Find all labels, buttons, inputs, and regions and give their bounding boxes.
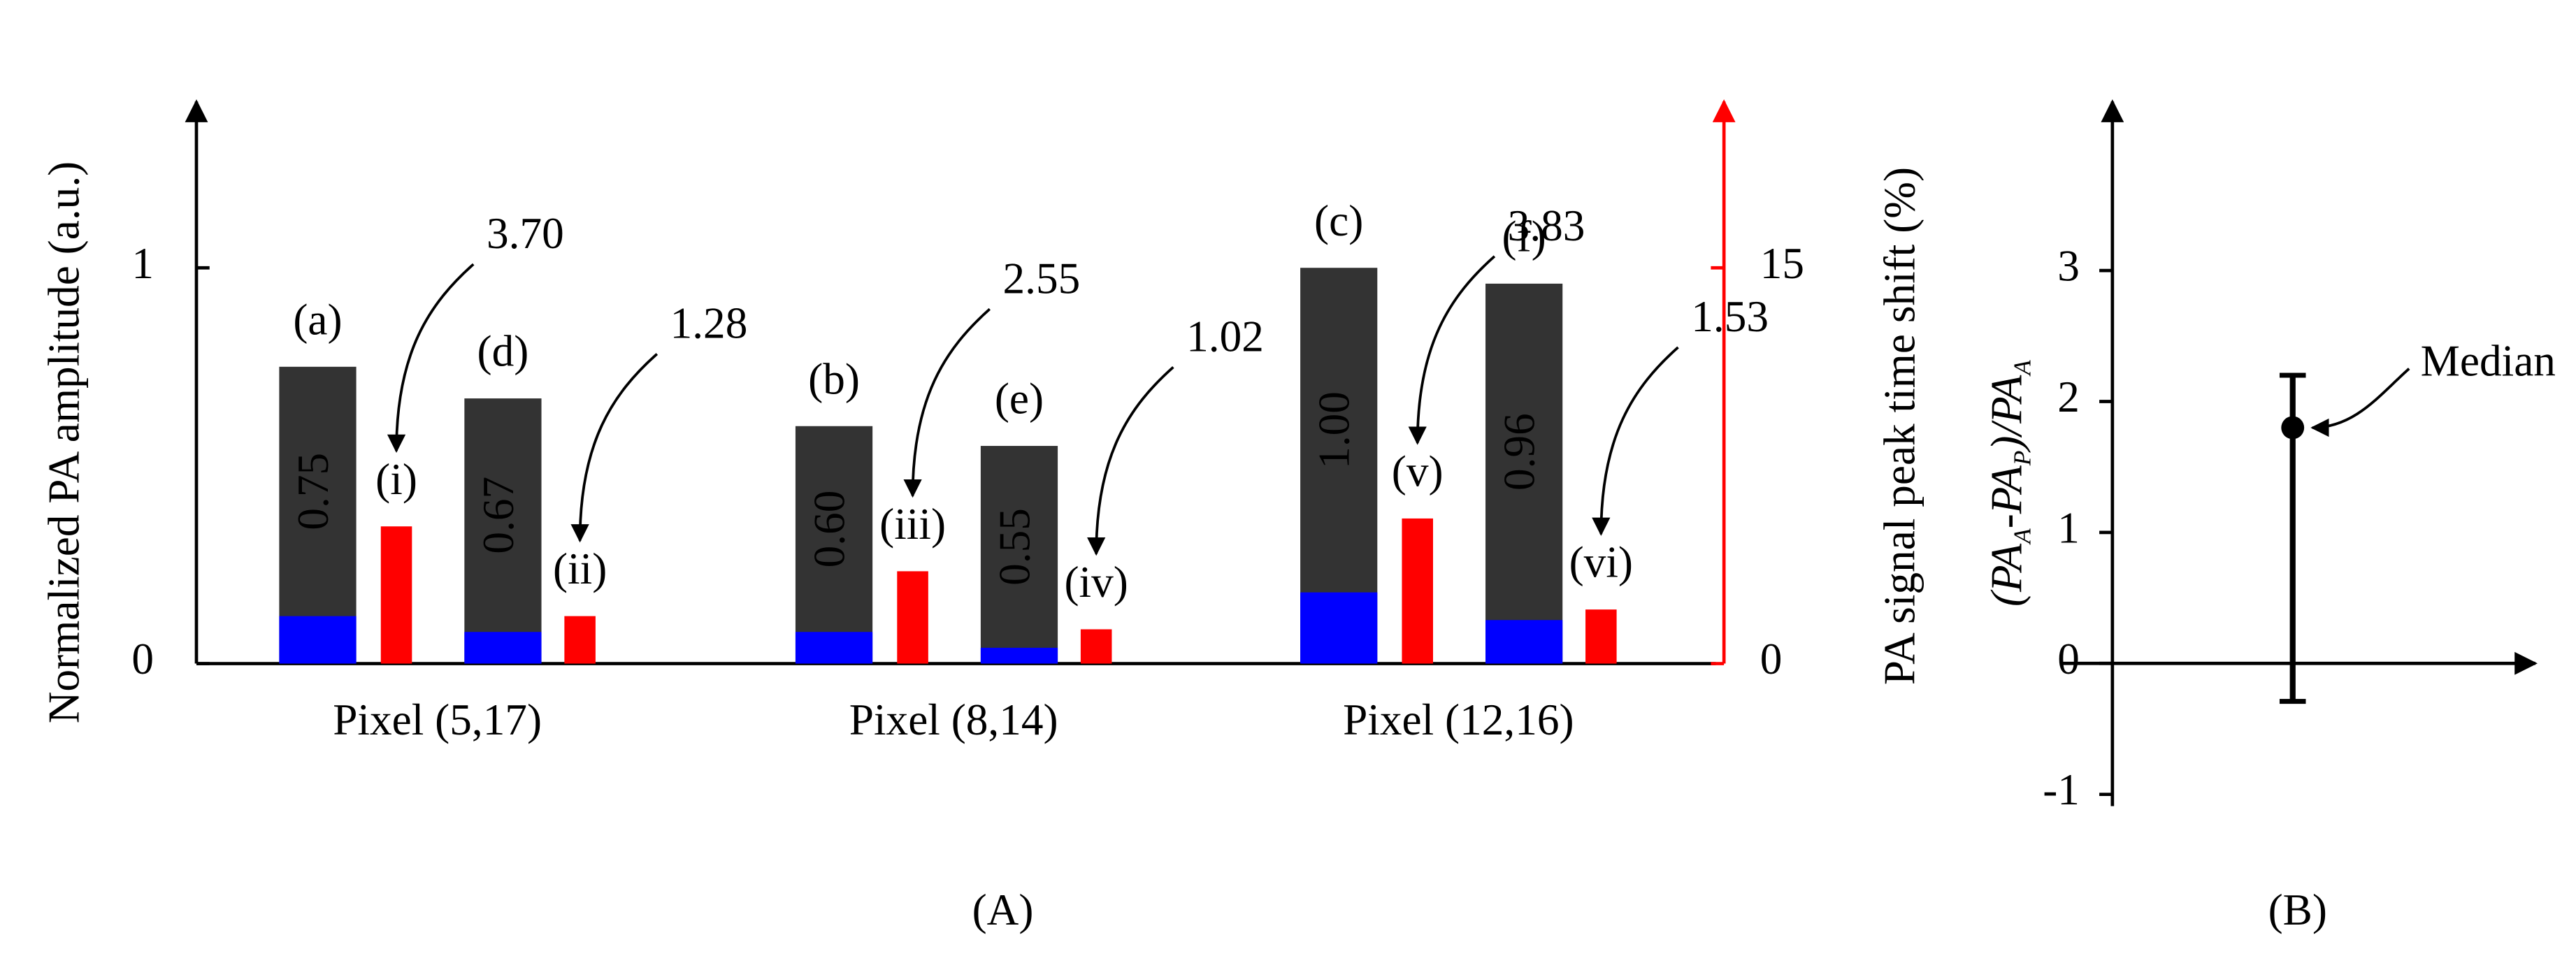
y-tick-label: 3: [2057, 242, 2080, 291]
y2-tick-label: 0: [1760, 635, 1783, 683]
annotation: Median: [2421, 336, 2556, 385]
value-label: 0.67: [474, 477, 523, 554]
median-point: [2281, 416, 2305, 440]
bar: [1300, 592, 1378, 664]
bar-label: (iv): [1064, 558, 1128, 607]
value-label: 0.55: [991, 508, 1039, 586]
y-tick-label: 1: [131, 239, 154, 288]
y-tick-label: 1: [2057, 503, 2080, 552]
bar: [1080, 629, 1112, 664]
y-axis-label: (PAA-PAP)/PAA: [1982, 360, 2036, 607]
value-label: 0.96: [1495, 413, 1544, 491]
annotation: 1.28: [670, 298, 748, 347]
annotation-arrow: [1592, 346, 1679, 536]
bar-label: (vi): [1569, 538, 1633, 587]
y-tick-label: -1: [2043, 765, 2080, 814]
annotation-arrow: [2310, 368, 2410, 437]
y-axis-label-part: )/PA: [1982, 375, 2031, 452]
annotation-arrow: [570, 353, 659, 543]
bar: [1485, 283, 1563, 664]
y-axis-label-part: A: [2008, 528, 2036, 545]
bar-label: (iii): [879, 500, 946, 549]
bar: [1402, 518, 1433, 664]
bar-label: (d): [477, 327, 529, 376]
bar: [980, 647, 1058, 664]
bar: [795, 632, 873, 664]
bar: [564, 616, 596, 664]
annotation: 1.02: [1186, 312, 1264, 361]
bar-label: (i): [375, 455, 417, 504]
bar: [464, 632, 542, 664]
annotation-arrow: [387, 263, 475, 454]
bar: [1485, 620, 1563, 664]
x-tick-label: Pixel (12,16): [1343, 695, 1574, 744]
bar: [279, 616, 357, 664]
annotation: 1.53: [1691, 292, 1769, 341]
bar-label: (a): [293, 295, 342, 344]
bar-label: (v): [1392, 447, 1444, 495]
bar: [464, 398, 542, 664]
bar-label: (f): [1502, 212, 1546, 261]
panel-label: (A): [972, 885, 1034, 934]
annotation-arrow: [903, 307, 991, 498]
bar: [279, 366, 357, 664]
y-axis-label-part: -PA: [1982, 465, 2031, 529]
bar: [897, 571, 928, 664]
bar: [380, 526, 412, 664]
annotation: 3.70: [487, 209, 564, 258]
value-label: 0.75: [289, 453, 338, 530]
bar-label: (ii): [553, 544, 607, 593]
bar-label: (e): [995, 375, 1044, 424]
bar-label: (b): [808, 354, 860, 403]
y-tick-label: 0: [2057, 635, 2080, 683]
y2-tick-label: 15: [1760, 239, 1804, 288]
bar-label: (c): [1314, 196, 1363, 245]
y-axis-label-part: (PA: [1982, 543, 2031, 607]
bar: [795, 426, 873, 664]
annotation: 3.83: [1508, 201, 1585, 250]
y-axis-label: Normalized PA amplitude (a.u.): [40, 161, 89, 724]
value-label: 1.00: [1310, 391, 1359, 469]
y-axis-label-part: A: [2008, 360, 2036, 377]
y-axis-label-part: P: [2008, 451, 2036, 466]
annotation-arrow: [1408, 255, 1496, 445]
annotation-arrow: [1087, 365, 1174, 556]
y-tick-label: 2: [2057, 372, 2080, 421]
x-tick-label: Pixel (8,14): [849, 695, 1058, 744]
bar: [980, 446, 1058, 664]
bar: [1585, 609, 1617, 664]
annotation: 2.55: [1003, 254, 1081, 303]
y2-axis-label: PA signal peak time shift (%): [1876, 167, 1924, 685]
y-tick-label: 0: [131, 635, 154, 683]
value-label: 0.60: [805, 491, 854, 568]
x-tick-label: Pixel (5,17): [333, 695, 542, 744]
panel-label: (B): [2268, 885, 2327, 934]
